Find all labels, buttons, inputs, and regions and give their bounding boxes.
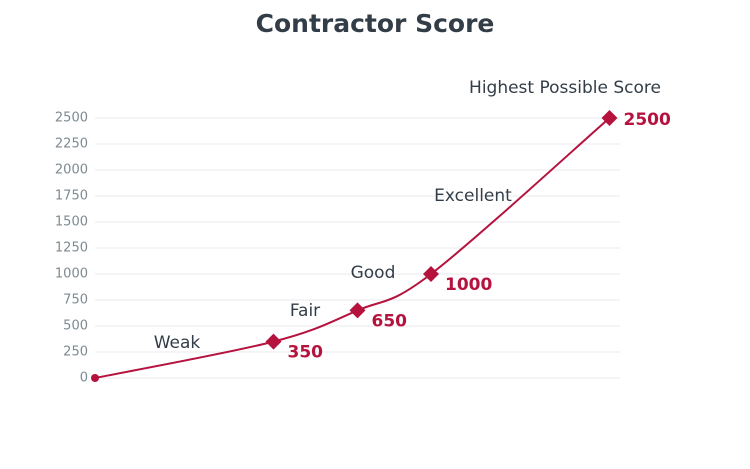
y-tick-label: 1000 <box>55 267 88 282</box>
data-label: 350 <box>288 343 324 363</box>
y-tick-label: 2000 <box>55 163 88 178</box>
y-tick-label: 500 <box>63 319 88 334</box>
y-tick-label: 1750 <box>55 189 88 204</box>
y-tick-label: 750 <box>63 293 88 308</box>
y-tick-label: 0 <box>80 371 88 386</box>
marker <box>349 302 366 319</box>
y-tick-label: 2500 <box>55 111 88 126</box>
y-tick-label: 1250 <box>55 241 88 256</box>
marker <box>601 110 618 126</box>
y-tick-label: 2250 <box>55 137 88 152</box>
y-tick-label: 1500 <box>55 215 88 230</box>
annotation: Highest Possible Score <box>469 78 661 98</box>
data-label: 1000 <box>445 275 492 295</box>
data-label: 650 <box>372 311 408 331</box>
marker <box>91 374 99 382</box>
data-label: 2500 <box>624 110 671 130</box>
marker <box>423 266 439 282</box>
chart-title: Contractor Score <box>256 9 495 38</box>
marker <box>265 333 282 350</box>
annotation: Fair <box>290 301 320 321</box>
annotation: Excellent <box>434 186 512 206</box>
annotation: Good <box>351 263 396 283</box>
y-tick-label: 250 <box>63 345 88 360</box>
annotation: Weak <box>154 333 201 353</box>
